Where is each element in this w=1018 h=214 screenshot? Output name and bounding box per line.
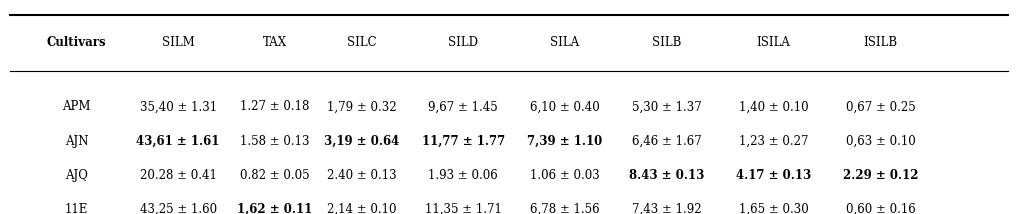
Text: 7,43 ± 1.92: 7,43 ± 1.92: [632, 203, 701, 214]
Text: 0,60 ± 0.16: 0,60 ± 0.16: [846, 203, 915, 214]
Text: 2,14 ± 0.10: 2,14 ± 0.10: [327, 203, 396, 214]
Text: 1.27 ± 0.18: 1.27 ± 0.18: [240, 101, 309, 113]
Text: 6,46 ± 1.67: 6,46 ± 1.67: [632, 135, 701, 148]
Text: 11E: 11E: [65, 203, 88, 214]
Text: 0.82 ± 0.05: 0.82 ± 0.05: [240, 169, 309, 182]
Text: 2.40 ± 0.13: 2.40 ± 0.13: [327, 169, 396, 182]
Text: 6,10 ± 0.40: 6,10 ± 0.40: [530, 101, 600, 113]
Text: 1.06 ± 0.03: 1.06 ± 0.03: [530, 169, 600, 182]
Text: 1.93 ± 0.06: 1.93 ± 0.06: [429, 169, 498, 182]
Text: AJQ: AJQ: [65, 169, 88, 182]
Text: 2.29 ± 0.12: 2.29 ± 0.12: [843, 169, 918, 182]
Text: 4.17 ± 0.13: 4.17 ± 0.13: [736, 169, 811, 182]
Text: 0,67 ± 0.25: 0,67 ± 0.25: [846, 101, 915, 113]
Text: 1,62 ± 0.11: 1,62 ± 0.11: [237, 203, 313, 214]
Text: SILB: SILB: [653, 36, 681, 49]
Text: 20.28 ± 0.41: 20.28 ± 0.41: [139, 169, 217, 182]
Text: APM: APM: [62, 101, 91, 113]
Text: ISILB: ISILB: [863, 36, 898, 49]
Text: Cultivars: Cultivars: [47, 36, 106, 49]
Text: AJN: AJN: [64, 135, 89, 148]
Text: 1,65 ± 0.30: 1,65 ± 0.30: [739, 203, 808, 214]
Text: TAX: TAX: [263, 36, 287, 49]
Text: 5,30 ± 1.37: 5,30 ± 1.37: [632, 101, 701, 113]
Text: 9,67 ± 1.45: 9,67 ± 1.45: [429, 101, 498, 113]
Text: 8.43 ± 0.13: 8.43 ± 0.13: [629, 169, 704, 182]
Text: 7,39 ± 1.10: 7,39 ± 1.10: [527, 135, 603, 148]
Text: SILD: SILD: [448, 36, 478, 49]
Text: 3,19 ± 0.64: 3,19 ± 0.64: [324, 135, 399, 148]
Text: 43,61 ± 1.61: 43,61 ± 1.61: [136, 135, 220, 148]
Text: 11,77 ± 1.77: 11,77 ± 1.77: [421, 135, 505, 148]
Text: 1,79 ± 0.32: 1,79 ± 0.32: [327, 101, 396, 113]
Text: ISILA: ISILA: [756, 36, 791, 49]
Text: 35,40 ± 1.31: 35,40 ± 1.31: [139, 101, 217, 113]
Text: SILM: SILM: [162, 36, 194, 49]
Text: SILA: SILA: [551, 36, 579, 49]
Text: 0,63 ± 0.10: 0,63 ± 0.10: [846, 135, 915, 148]
Text: 11,35 ± 1.71: 11,35 ± 1.71: [425, 203, 502, 214]
Text: SILC: SILC: [346, 36, 377, 49]
Text: 1,40 ± 0.10: 1,40 ± 0.10: [739, 101, 808, 113]
Text: 1.58 ± 0.13: 1.58 ± 0.13: [240, 135, 309, 148]
Text: 6,78 ± 1.56: 6,78 ± 1.56: [530, 203, 600, 214]
Text: 43,25 ± 1.60: 43,25 ± 1.60: [139, 203, 217, 214]
Text: 1,23 ± 0.27: 1,23 ± 0.27: [739, 135, 808, 148]
